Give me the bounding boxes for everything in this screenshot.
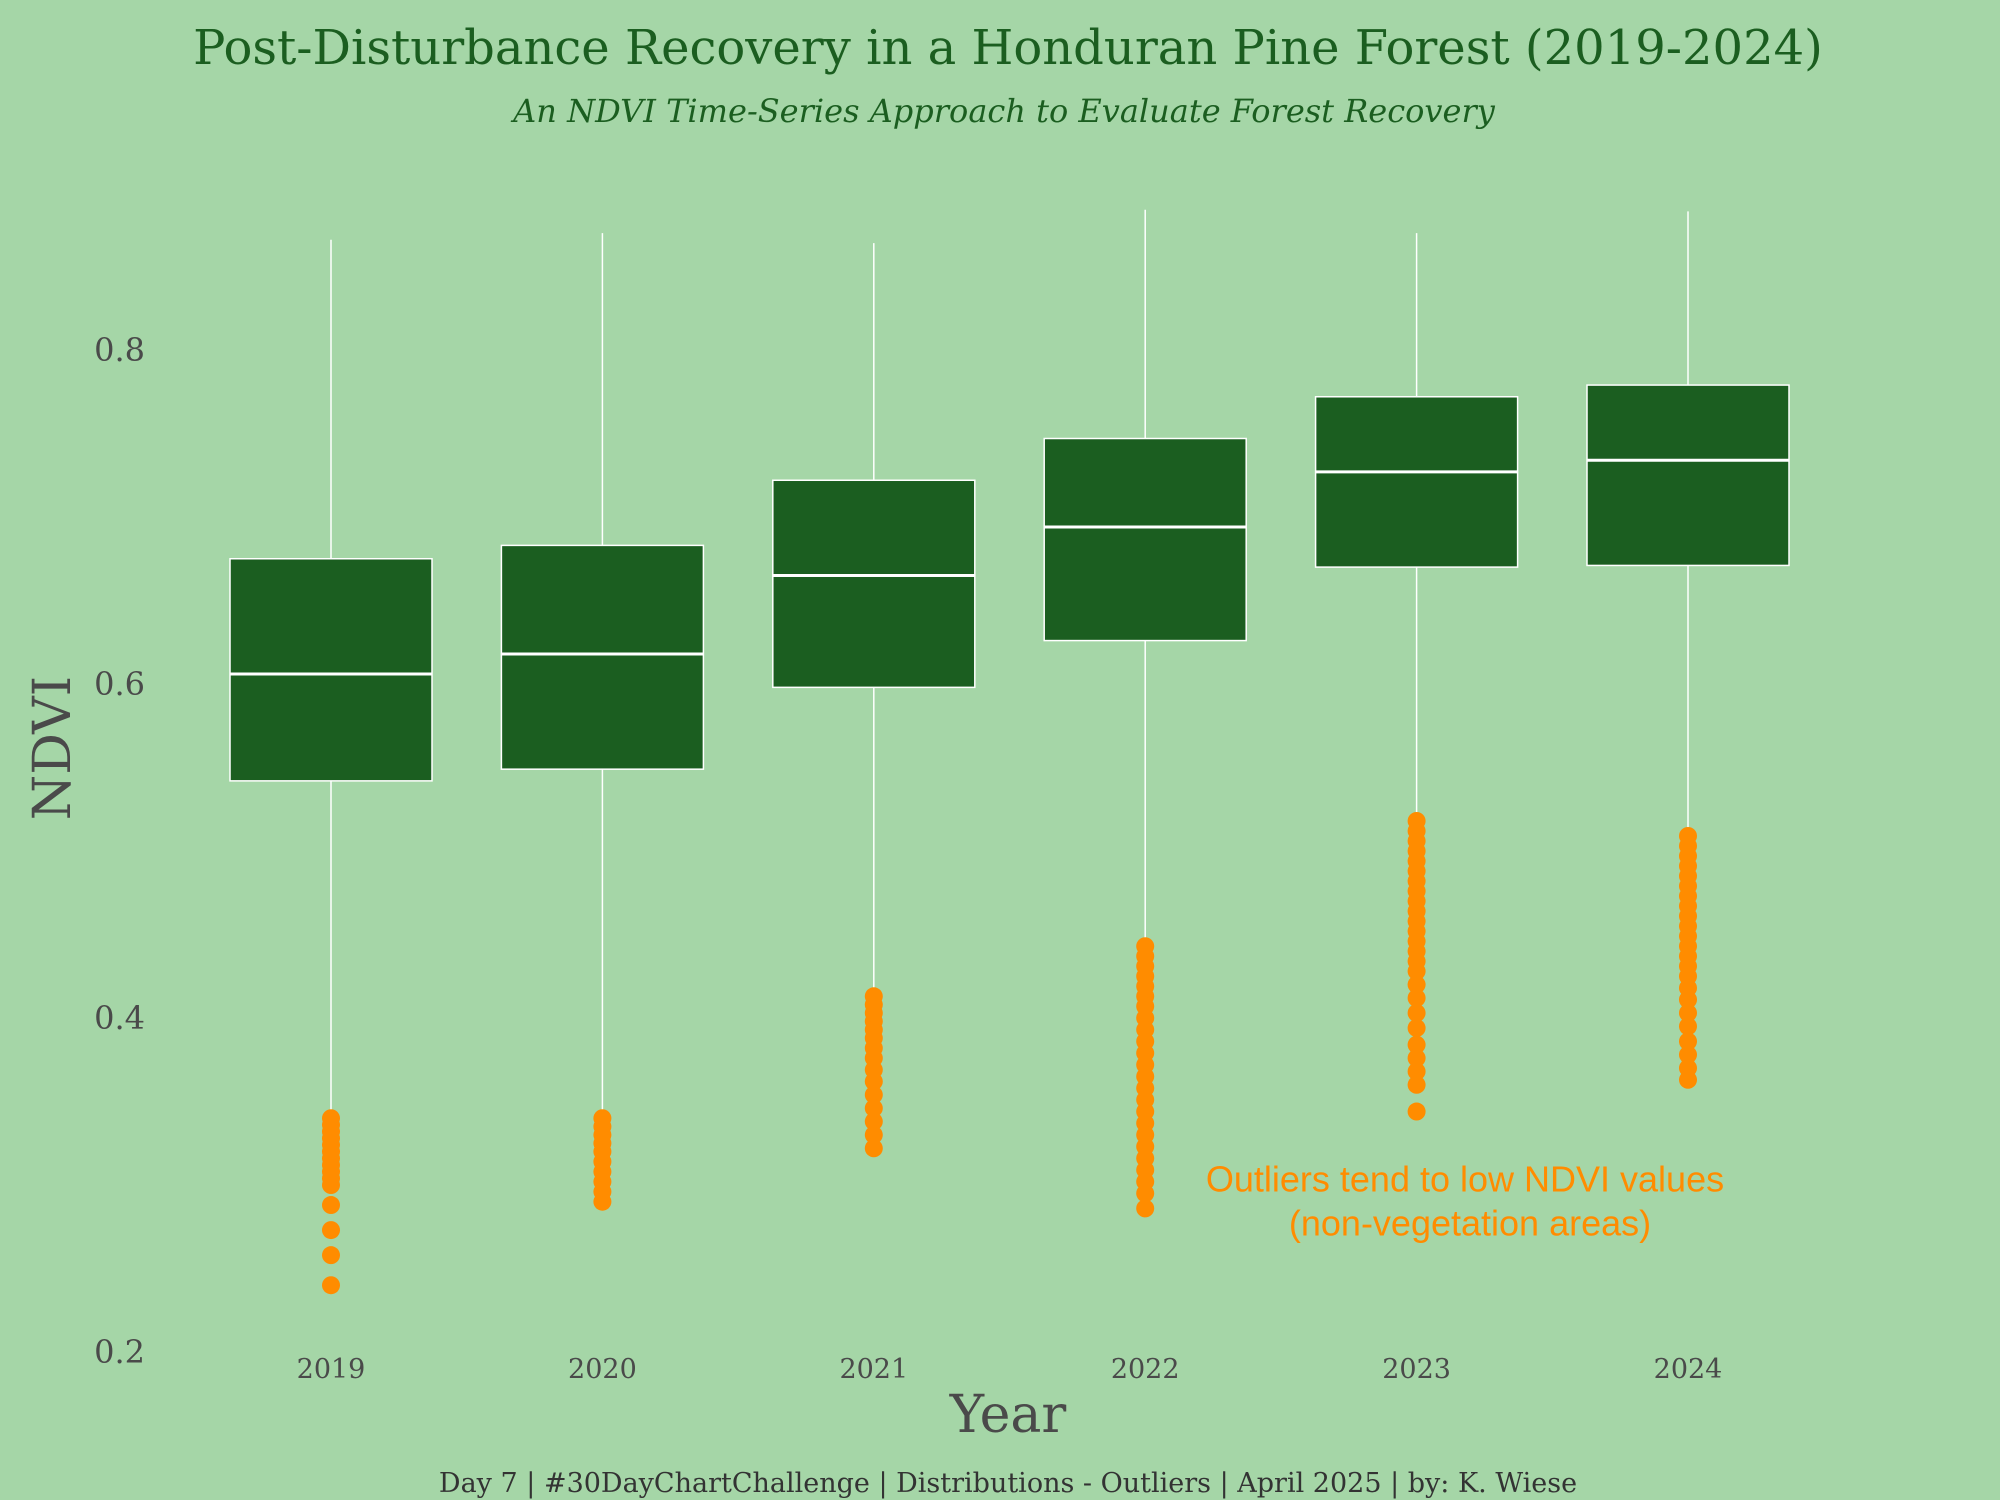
box-body — [772, 479, 976, 689]
x-axis-title: Year — [949, 1385, 1067, 1445]
box-body — [229, 558, 433, 782]
chart-title: Post-Disturbance Recovery in a Honduran … — [193, 20, 1823, 76]
outlier-point — [1679, 1070, 1697, 1089]
outlier-point — [864, 1099, 883, 1118]
x-axis-ticks: 2019 2020 2021 2022 2023 2024 — [297, 1354, 1723, 1385]
outlier-point — [1407, 1035, 1426, 1054]
outlier-point — [1136, 1199, 1155, 1218]
box-2024 — [1586, 211, 1790, 1089]
box-2019 — [229, 239, 433, 1295]
chart-subtitle: An NDVI Time-Series Approach to Evaluate… — [510, 92, 1496, 130]
outlier-point — [1407, 1075, 1426, 1094]
box-plots — [229, 209, 1790, 1295]
outlier-point — [1136, 1184, 1155, 1203]
box-2020 — [500, 233, 705, 1211]
box-body — [500, 544, 705, 770]
outlier-point — [864, 1112, 883, 1131]
outlier-point — [1407, 1019, 1426, 1038]
y-tick-label: 0.2 — [94, 1333, 145, 1371]
outlier-point — [864, 1125, 883, 1144]
outlier-point — [864, 1085, 883, 1104]
outlier-point — [864, 1072, 883, 1091]
outlier-point — [1407, 1062, 1426, 1081]
annotation-line-2: (non-vegetation areas) — [1289, 1202, 1651, 1243]
annotation-line-1: Outliers tend to low NDVI values — [1206, 1158, 1724, 1199]
x-tick-label: 2023 — [1382, 1354, 1451, 1385]
y-axis-ticks: 0.2 0.4 0.6 0.8 — [94, 331, 145, 1371]
outlier-point — [1407, 1102, 1426, 1121]
outlier-point — [1679, 990, 1697, 1009]
outlier-point — [1679, 1017, 1697, 1036]
y-tick-label: 0.6 — [94, 665, 145, 703]
box-body — [1586, 384, 1790, 567]
outlier-point — [1407, 975, 1426, 994]
outlier-point — [1679, 1032, 1697, 1051]
x-tick-label: 2020 — [568, 1354, 637, 1385]
outlier-point — [1679, 1003, 1697, 1022]
y-tick-label: 0.4 — [94, 999, 145, 1037]
box-2021 — [772, 243, 976, 1158]
outlier-annotation: Outliers tend to low NDVI values (non-ve… — [1206, 1158, 1734, 1243]
outlier-point — [1407, 1049, 1426, 1068]
y-tick-label: 0.8 — [94, 331, 145, 369]
outlier-point — [322, 1221, 340, 1240]
x-tick-label: 2024 — [1654, 1354, 1723, 1385]
outlier-point — [322, 1176, 340, 1194]
outlier-point — [322, 1246, 340, 1265]
x-tick-label: 2022 — [1111, 1354, 1180, 1385]
outlier-point — [864, 1139, 883, 1158]
outlier-point — [322, 1276, 340, 1295]
x-tick-label: 2021 — [839, 1354, 908, 1385]
x-tick-label: 2019 — [297, 1354, 366, 1385]
box-body — [1043, 437, 1247, 642]
caption: Day 7 | #30DayChartChallenge | Distribut… — [439, 1468, 1577, 1499]
outlier-point — [1407, 962, 1426, 981]
box-2022 — [1043, 209, 1247, 1218]
outlier-point — [1407, 988, 1426, 1007]
box-body — [1314, 396, 1519, 568]
outlier-point — [322, 1196, 340, 1215]
y-axis-title: NDVI — [23, 676, 83, 820]
box-2023 — [1314, 233, 1519, 1121]
outlier-point — [593, 1192, 612, 1211]
outlier-point — [1407, 1003, 1426, 1022]
outlier-point — [1679, 1045, 1697, 1064]
